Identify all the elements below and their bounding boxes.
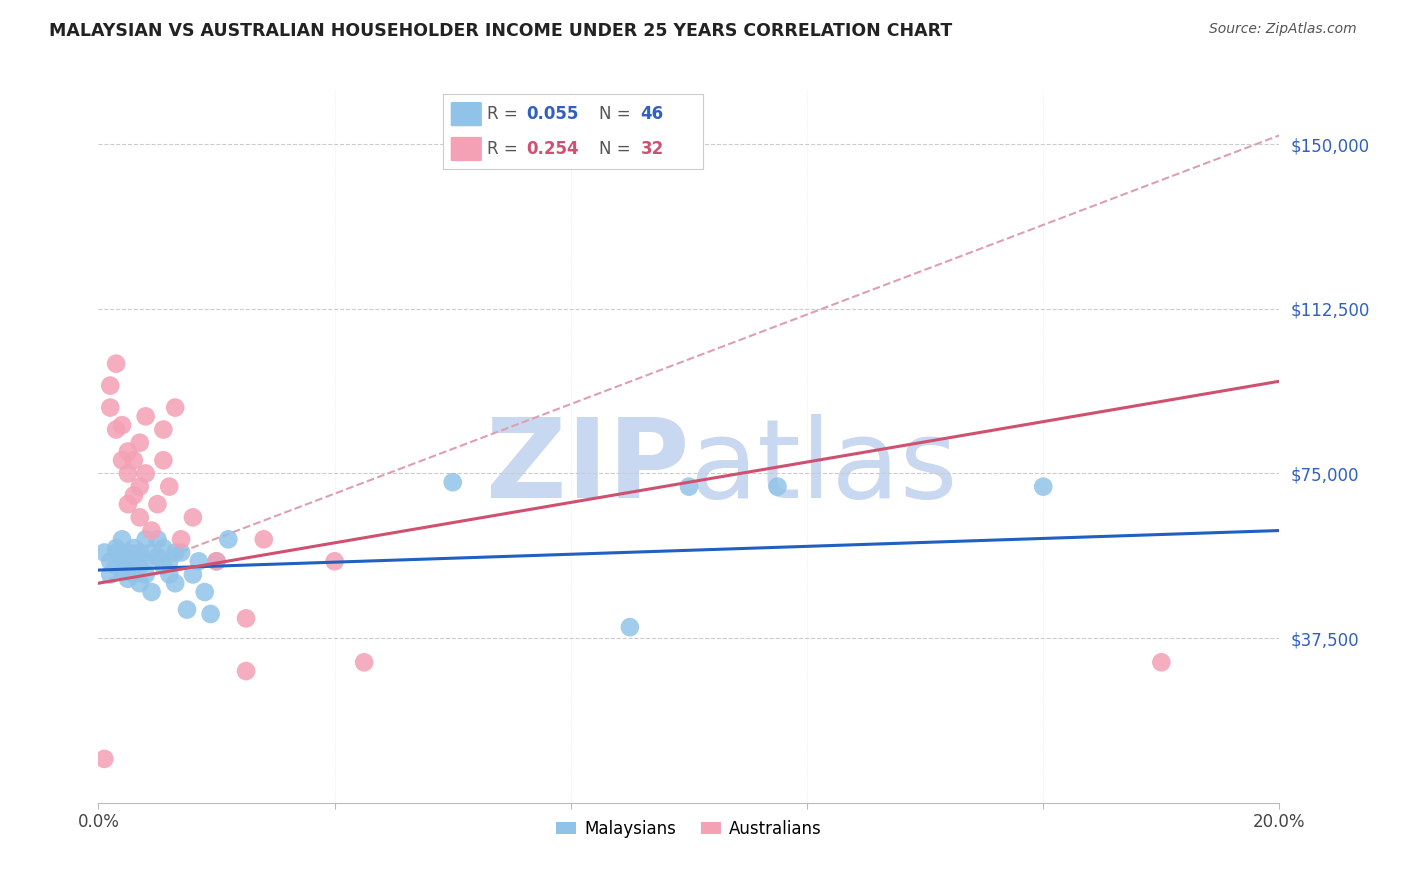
Point [157, 554, 180, 568]
Point [105, 423, 128, 437]
Point [93, 752, 115, 766]
Point [441, 475, 464, 490]
Point [205, 554, 228, 568]
Point [165, 545, 187, 559]
Text: 0.055: 0.055 [526, 105, 578, 123]
Point [122, 488, 145, 502]
Point [152, 453, 174, 467]
Point [105, 545, 128, 559]
FancyBboxPatch shape [451, 102, 482, 127]
Point [205, 554, 228, 568]
Point [93, 545, 115, 559]
Point [111, 533, 134, 547]
Point [187, 554, 209, 568]
Point [128, 558, 150, 573]
Point [152, 541, 174, 555]
Point [122, 554, 145, 568]
Point [135, 533, 157, 547]
Point [170, 545, 193, 559]
Point [128, 510, 150, 524]
Point [117, 558, 139, 573]
Text: atlas: atlas [689, 414, 957, 521]
Point [135, 567, 157, 582]
Text: 46: 46 [641, 105, 664, 123]
Point [181, 567, 204, 582]
Point [253, 533, 276, 547]
Point [122, 567, 145, 582]
Point [128, 545, 150, 559]
Point [117, 545, 139, 559]
Point [117, 554, 139, 568]
Point [111, 549, 134, 564]
Point [98, 567, 121, 582]
Point [146, 533, 169, 547]
Point [165, 576, 187, 591]
Point [98, 378, 121, 392]
Point [200, 607, 222, 621]
Point [128, 480, 150, 494]
Point [117, 444, 139, 458]
Text: R =: R = [486, 105, 523, 123]
FancyBboxPatch shape [451, 136, 482, 161]
Point [353, 655, 375, 669]
Point [152, 423, 174, 437]
Point [165, 401, 187, 415]
Point [235, 611, 257, 625]
Point [176, 602, 198, 616]
Point [135, 409, 157, 424]
Point [766, 480, 789, 494]
Legend: Malaysians, Australians: Malaysians, Australians [550, 814, 828, 845]
Point [122, 541, 145, 555]
Point [117, 497, 139, 511]
Point [181, 510, 204, 524]
Point [323, 554, 346, 568]
Point [217, 533, 239, 547]
Point [98, 401, 121, 415]
Point [117, 467, 139, 481]
Point [152, 558, 174, 573]
Point [128, 435, 150, 450]
Point [157, 480, 180, 494]
Point [1150, 655, 1173, 669]
Point [105, 558, 128, 573]
Point [146, 497, 169, 511]
Point [194, 585, 217, 599]
Point [122, 453, 145, 467]
Text: N =: N = [599, 105, 636, 123]
Text: ZIP: ZIP [485, 414, 689, 521]
Text: N =: N = [599, 140, 636, 158]
Point [157, 567, 180, 582]
Point [141, 585, 163, 599]
Text: 32: 32 [641, 140, 664, 158]
Point [146, 549, 169, 564]
Point [619, 620, 641, 634]
Point [141, 545, 163, 559]
Point [135, 467, 157, 481]
Point [105, 357, 128, 371]
Point [141, 524, 163, 538]
Point [122, 549, 145, 564]
Point [170, 533, 193, 547]
Point [1032, 480, 1054, 494]
Point [235, 664, 257, 678]
Point [128, 576, 150, 591]
Point [678, 480, 700, 494]
Point [98, 554, 121, 568]
Text: R =: R = [486, 140, 523, 158]
Point [111, 453, 134, 467]
Text: Source: ZipAtlas.com: Source: ZipAtlas.com [1209, 22, 1357, 37]
Text: MALAYSIAN VS AUSTRALIAN HOUSEHOLDER INCOME UNDER 25 YEARS CORRELATION CHART: MALAYSIAN VS AUSTRALIAN HOUSEHOLDER INCO… [49, 22, 952, 40]
Point [135, 554, 157, 568]
Text: 0.254: 0.254 [526, 140, 579, 158]
Point [111, 563, 134, 577]
Point [117, 572, 139, 586]
Point [111, 418, 134, 433]
Point [105, 541, 128, 555]
